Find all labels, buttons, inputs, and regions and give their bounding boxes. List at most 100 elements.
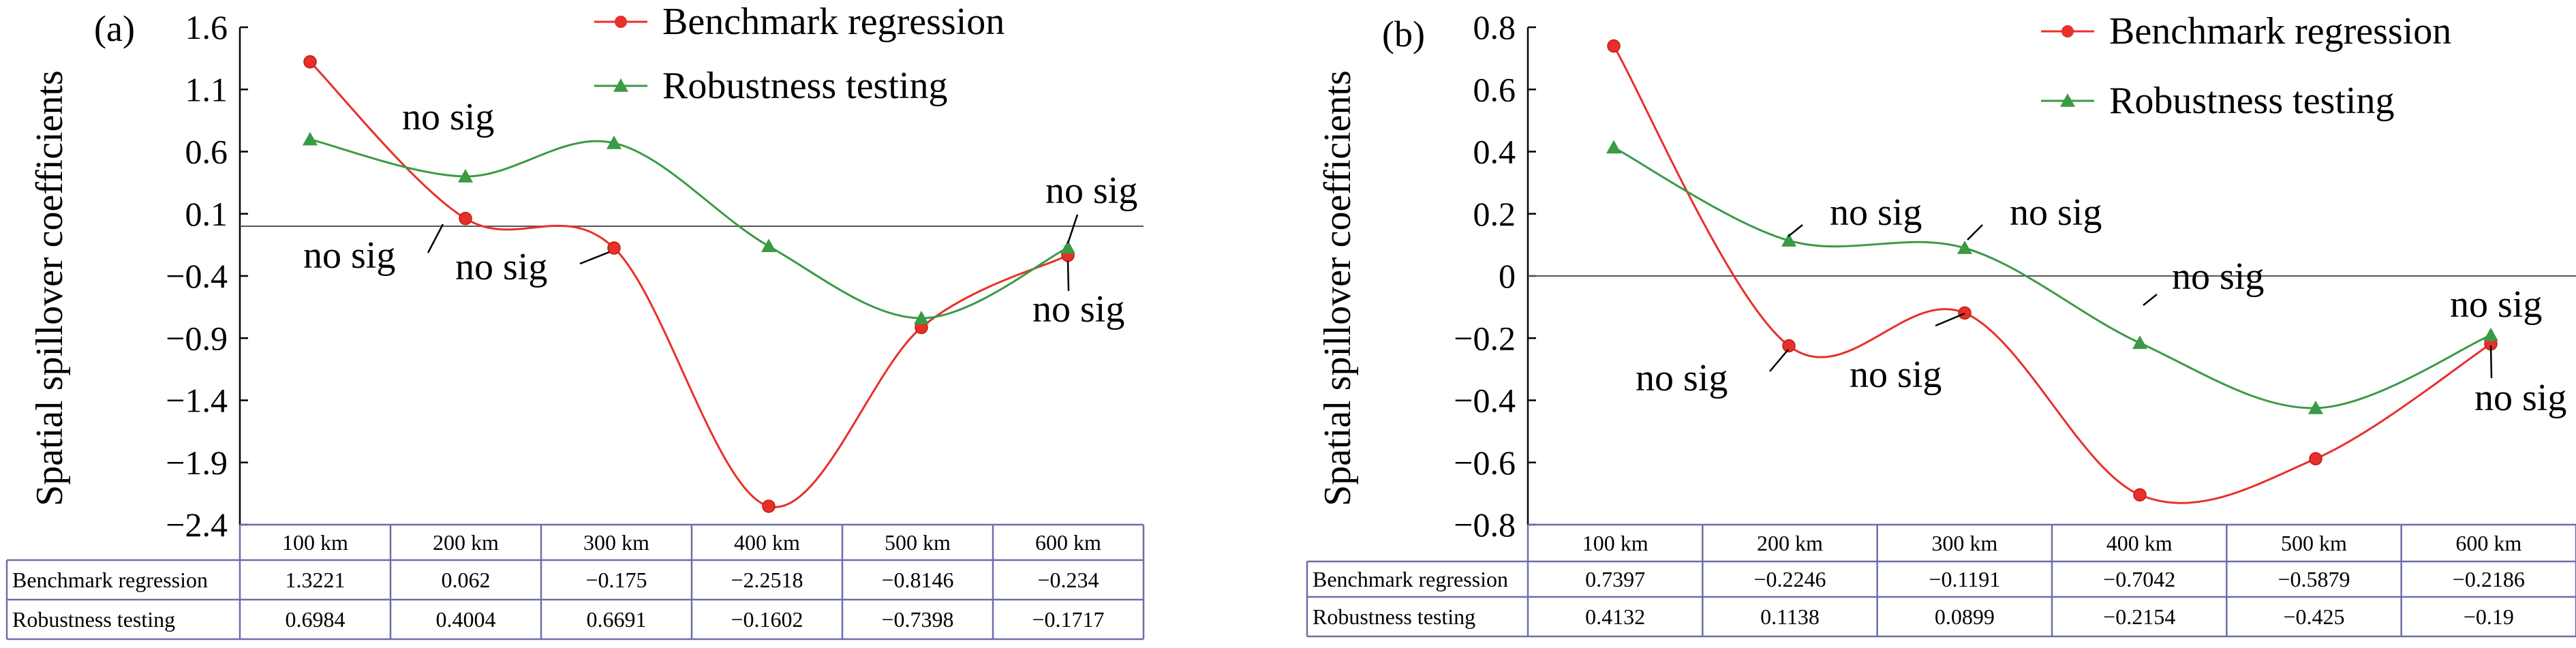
legend-label: Robustness testing bbox=[2109, 80, 2394, 122]
data-point-robustness bbox=[1781, 233, 1796, 247]
legend-label: Benchmark regression bbox=[2109, 10, 2451, 52]
annotation-leader bbox=[1769, 349, 1789, 372]
y-tick-label: −0.4 bbox=[1454, 382, 1516, 420]
table-value-cell: −2.2518 bbox=[731, 568, 803, 592]
y-tick-label: 0 bbox=[1499, 257, 1516, 295]
table-value-cell: −0.425 bbox=[2283, 604, 2344, 629]
data-table: 100 km 200 km 300 km 400 km 500 km 600 km Benc… bbox=[5, 523, 1145, 641]
table-header-cell: 100 km bbox=[1582, 531, 1649, 555]
annotation-no-sig: no sig bbox=[303, 234, 395, 277]
table-value-cell: 0.4132 bbox=[1585, 604, 1645, 629]
annotation-leader bbox=[2143, 294, 2158, 306]
data-point-benchmark bbox=[762, 499, 776, 513]
annotation-no-sig: no sig bbox=[1850, 354, 1942, 396]
data-point-robustness bbox=[761, 238, 776, 253]
table-row-label: Robustness testing bbox=[1313, 604, 1475, 629]
annotation-no-sig: no sig bbox=[2010, 191, 2102, 234]
annotation-no-sig: no sig bbox=[1032, 288, 1124, 330]
y-tick-label: 0.2 bbox=[1473, 195, 1516, 233]
table-value-cell: −0.1602 bbox=[731, 607, 803, 632]
y-tick-label: −1.9 bbox=[166, 444, 228, 482]
table-header-cell: 600 km bbox=[1035, 530, 1101, 555]
data-point-robustness bbox=[303, 132, 318, 146]
annotation-no-sig: no sig bbox=[2450, 283, 2542, 326]
table-value-cell: 0.6691 bbox=[587, 607, 647, 632]
data-point-benchmark bbox=[1607, 39, 1621, 53]
table-value-cell: −0.5879 bbox=[2278, 567, 2350, 591]
data-point-benchmark bbox=[1782, 339, 1796, 353]
table-header-cell: 400 km bbox=[2106, 531, 2173, 555]
table-value-cell: 0.062 bbox=[442, 568, 491, 592]
data-point-robustness bbox=[2308, 400, 2323, 414]
legend-marker bbox=[613, 78, 628, 92]
series-line-robustness bbox=[309, 138, 1069, 320]
table-value-cell: −0.7042 bbox=[2103, 567, 2175, 591]
y-tick-label: −0.2 bbox=[1454, 319, 1516, 357]
table-row-label: Benchmark regression bbox=[1313, 567, 1508, 591]
y-tick-label: 1.1 bbox=[185, 70, 228, 108]
data-point-benchmark bbox=[607, 241, 621, 255]
y-tick-label: −0.8 bbox=[1454, 506, 1516, 544]
y-tick-label: 0.6 bbox=[1473, 70, 1516, 108]
data-point-robustness bbox=[458, 168, 473, 183]
data-point-robustness bbox=[1606, 140, 1621, 154]
table-value-cell: −0.2246 bbox=[1753, 567, 1826, 591]
chart-panel-1: (b) Spatial spillover coefficients 0.8 0.6 0… bbox=[1306, 8, 2576, 638]
legend-marker bbox=[2060, 93, 2075, 107]
annotation-no-sig: no sig bbox=[1045, 170, 1137, 212]
table-header-cell: 200 km bbox=[433, 530, 499, 555]
annotation-leader bbox=[1935, 312, 1965, 327]
y-tick-label: 0.4 bbox=[1473, 133, 1516, 171]
table-value-cell: 1.3221 bbox=[286, 568, 346, 592]
series-line-benchmark bbox=[1612, 45, 2491, 504]
annotation-no-sig: no sig bbox=[455, 246, 547, 288]
y-axis-label: Spatial spillover coefficients bbox=[1317, 70, 1359, 506]
y-tick-label: −1.4 bbox=[166, 382, 228, 420]
y-tick-label: 0.8 bbox=[1473, 8, 1516, 46]
data-point-benchmark bbox=[2309, 452, 2322, 465]
table-value-cell: −0.1191 bbox=[1929, 567, 2000, 591]
series-line-robustness bbox=[1613, 146, 2491, 410]
annotation-leader bbox=[427, 223, 444, 253]
legend-label: Robustness testing bbox=[662, 65, 947, 107]
y-tick-label: −0.9 bbox=[166, 319, 228, 357]
annotation-leader bbox=[1067, 214, 1079, 244]
table-row-label: Benchmark regression bbox=[12, 568, 208, 592]
table-value-cell: 0.6984 bbox=[286, 607, 346, 632]
chart-panel-0: (a) Spatial spillover coefficients 1.6 1.1 0… bbox=[5, 1, 1145, 641]
data-table: 100 km 200 km 300 km 400 km 500 km 600 km Benc… bbox=[1306, 523, 2576, 638]
table-value-cell: −0.19 bbox=[2464, 604, 2514, 629]
table-header-cell: 500 km bbox=[2281, 531, 2347, 555]
data-point-robustness bbox=[1060, 240, 1075, 254]
table-value-cell: −0.8146 bbox=[881, 568, 953, 592]
y-tick-label: −0.4 bbox=[166, 257, 228, 295]
table-header-cell: 100 km bbox=[282, 530, 348, 555]
data-point-benchmark bbox=[2133, 488, 2147, 502]
table-value-cell: 0.0899 bbox=[1935, 604, 1995, 629]
data-point-robustness bbox=[607, 135, 622, 149]
table-value-cell: 0.4004 bbox=[436, 607, 496, 632]
y-tick-label: 0.6 bbox=[185, 133, 228, 171]
y-tick-label: −0.6 bbox=[1454, 444, 1516, 482]
table-value-cell: −0.2186 bbox=[2453, 567, 2525, 591]
annotation-no-sig: no sig bbox=[2474, 377, 2566, 419]
table-header-cell: 300 km bbox=[583, 530, 649, 555]
panel-label: (b) bbox=[1382, 14, 1425, 55]
data-point-benchmark bbox=[1958, 306, 1972, 320]
annotation-no-sig: no sig bbox=[1636, 357, 1728, 399]
table-value-cell: 0.7397 bbox=[1585, 567, 1645, 591]
table-header-cell: 200 km bbox=[1757, 531, 1823, 555]
annotation-no-sig: no sig bbox=[402, 96, 494, 138]
panel-label: (a) bbox=[94, 8, 135, 49]
data-point-robustness bbox=[914, 311, 929, 324]
table-value-cell: 0.1138 bbox=[1760, 604, 1820, 629]
y-tick-label: 0.1 bbox=[185, 195, 228, 233]
annotation-leader bbox=[579, 251, 610, 265]
data-point-benchmark bbox=[459, 211, 472, 226]
data-point-robustness bbox=[1957, 240, 1972, 254]
data-point-robustness bbox=[2132, 335, 2147, 350]
legend-label: Benchmark regression bbox=[662, 1, 1005, 43]
y-tick-label: −2.4 bbox=[166, 506, 228, 544]
table-row-label: Robustness testing bbox=[12, 607, 175, 632]
